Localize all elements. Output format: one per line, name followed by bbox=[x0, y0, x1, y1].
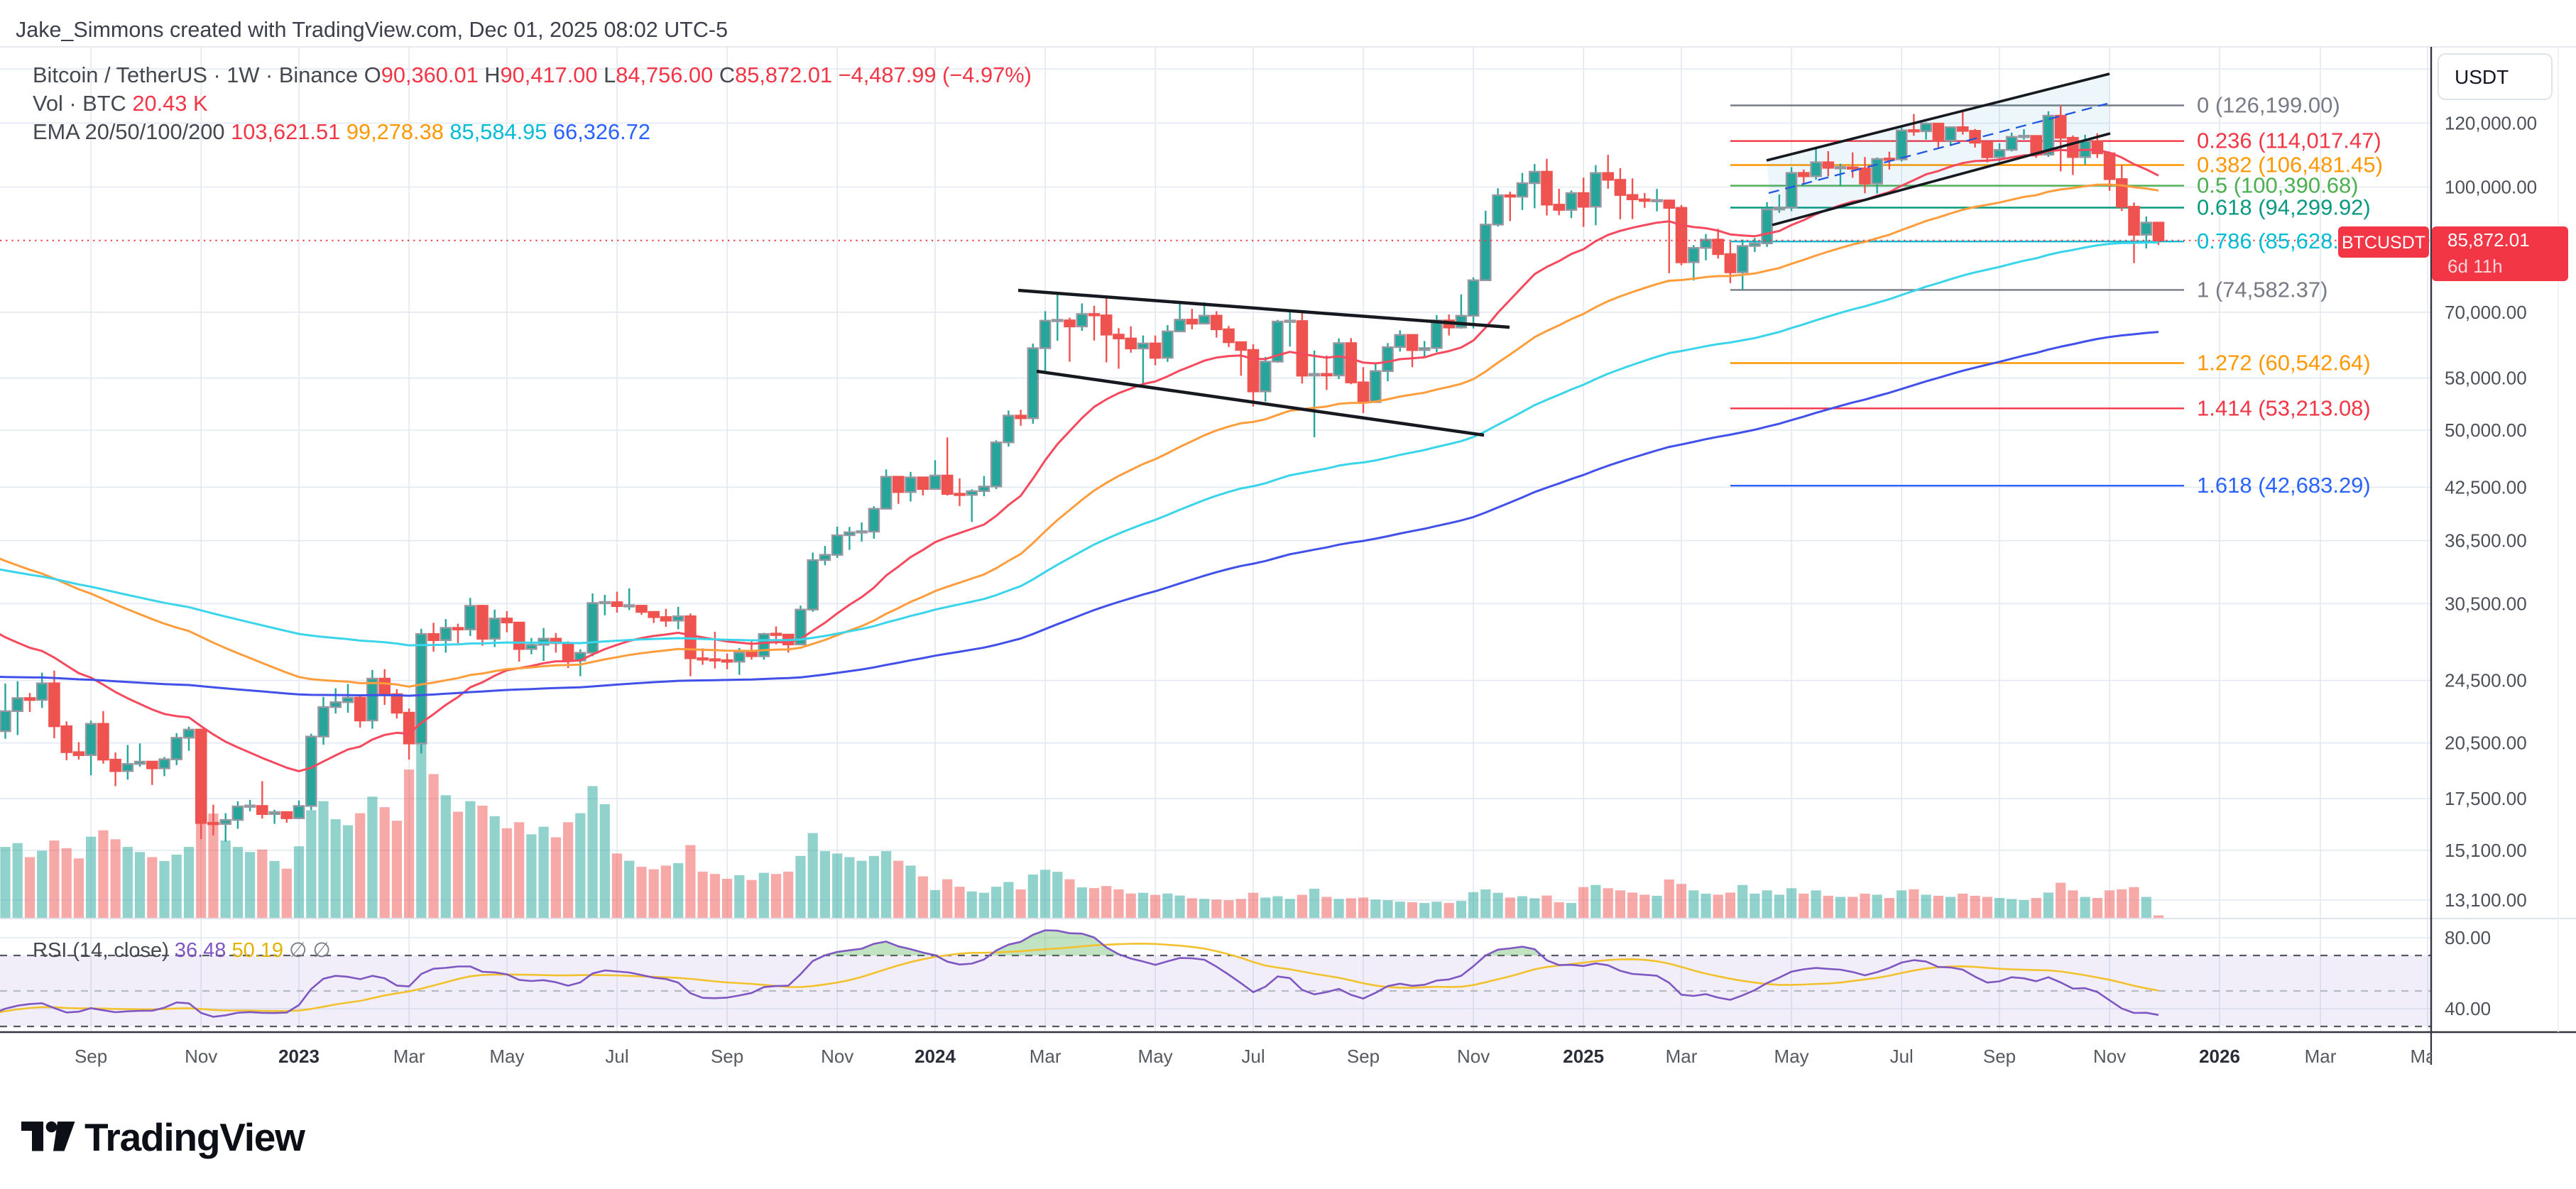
svg-text:6d 11h: 6d 11h bbox=[2447, 256, 2503, 277]
svg-text:24,500.00: 24,500.00 bbox=[2445, 670, 2527, 691]
svg-text:70,000.00: 70,000.00 bbox=[2445, 302, 2527, 323]
svg-text:50,000.00: 50,000.00 bbox=[2445, 420, 2527, 441]
svg-text:1.414 (53,213.08): 1.414 (53,213.08) bbox=[2197, 395, 2371, 420]
svg-text:2025: 2025 bbox=[1563, 1046, 1604, 1067]
svg-text:Mar: Mar bbox=[2305, 1046, 2337, 1067]
svg-text:0.382 (106,481.45): 0.382 (106,481.45) bbox=[2197, 153, 2383, 177]
svg-text:1.618 (42,683.29): 1.618 (42,683.29) bbox=[2197, 473, 2371, 498]
svg-text:15,100.00: 15,100.00 bbox=[2445, 840, 2527, 861]
svg-text:RSI (14, close) 36.48 50.19: RSI (14, close) 36.48 50.19 ∅ ∅ bbox=[33, 939, 331, 962]
svg-text:0.236 (114,017.47): 0.236 (114,017.47) bbox=[2197, 128, 2381, 153]
svg-text:Vol · BTC 20.43 K: Vol · BTC 20.43 K bbox=[33, 91, 208, 116]
svg-text:36,500.00: 36,500.00 bbox=[2445, 530, 2527, 552]
svg-text:Nov: Nov bbox=[1457, 1046, 1490, 1067]
svg-text:2023: 2023 bbox=[278, 1046, 320, 1067]
svg-text:100,000.00: 100,000.00 bbox=[2445, 177, 2537, 198]
svg-text:May: May bbox=[1774, 1046, 1809, 1067]
svg-text:USDT: USDT bbox=[2455, 66, 2509, 88]
svg-text:Nov: Nov bbox=[2093, 1046, 2126, 1067]
svg-text:Mar: Mar bbox=[1666, 1046, 1698, 1067]
svg-text:TradingView: TradingView bbox=[84, 1115, 305, 1159]
svg-text:58,000.00: 58,000.00 bbox=[2445, 368, 2527, 389]
svg-text:Mar: Mar bbox=[1030, 1046, 1061, 1067]
svg-text:30,500.00: 30,500.00 bbox=[2445, 593, 2527, 614]
svg-text:13,100.00: 13,100.00 bbox=[2445, 889, 2527, 911]
svg-text:EMA 20/50/100/200 103,621.51: EMA 20/50/100/200 103,621.51 99,278.38 8… bbox=[33, 119, 650, 144]
svg-text:85,872.01: 85,872.01 bbox=[2447, 229, 2530, 251]
svg-text:2026: 2026 bbox=[2199, 1046, 2240, 1067]
svg-text:BTCUSDT: BTCUSDT bbox=[2342, 233, 2425, 253]
svg-text:Jul: Jul bbox=[605, 1046, 628, 1067]
svg-text:Sep: Sep bbox=[75, 1046, 107, 1067]
svg-text:Jul: Jul bbox=[1890, 1046, 1914, 1067]
svg-text:Bitcoin / TetherUS · 1W · Bina: Bitcoin / TetherUS · 1W · Binance O90,36… bbox=[33, 62, 1032, 87]
svg-text:80.00: 80.00 bbox=[2445, 927, 2491, 948]
svg-text:Sep: Sep bbox=[1983, 1046, 2016, 1067]
svg-text:1 (74,582.37): 1 (74,582.37) bbox=[2197, 277, 2327, 302]
svg-text:Jake_Simmons created with Trad: Jake_Simmons created with TradingView.co… bbox=[16, 18, 728, 42]
svg-text:0.618 (94,299.92): 0.618 (94,299.92) bbox=[2197, 195, 2371, 220]
svg-text:0 (126,199.00): 0 (126,199.00) bbox=[2197, 93, 2340, 118]
svg-text:Mar: Mar bbox=[393, 1046, 425, 1067]
svg-text:2024: 2024 bbox=[915, 1046, 956, 1067]
svg-text:Nov: Nov bbox=[185, 1046, 217, 1067]
svg-text:May: May bbox=[1138, 1046, 1173, 1067]
svg-text:Nov: Nov bbox=[821, 1046, 853, 1067]
svg-text:20,500.00: 20,500.00 bbox=[2445, 733, 2527, 754]
svg-text:Sep: Sep bbox=[711, 1046, 743, 1067]
svg-text:42,500.00: 42,500.00 bbox=[2445, 476, 2527, 498]
svg-text:Jul: Jul bbox=[1241, 1046, 1265, 1067]
svg-text:Sep: Sep bbox=[1347, 1046, 1380, 1067]
svg-text:0.5 (100,390.68): 0.5 (100,390.68) bbox=[2197, 173, 2359, 198]
svg-text:120,000.00: 120,000.00 bbox=[2445, 112, 2537, 133]
svg-text:17,500.00: 17,500.00 bbox=[2445, 788, 2527, 809]
svg-text:1.272 (60,542.64): 1.272 (60,542.64) bbox=[2197, 351, 2371, 376]
svg-text:May: May bbox=[489, 1046, 524, 1067]
svg-text:40.00: 40.00 bbox=[2445, 998, 2491, 1019]
